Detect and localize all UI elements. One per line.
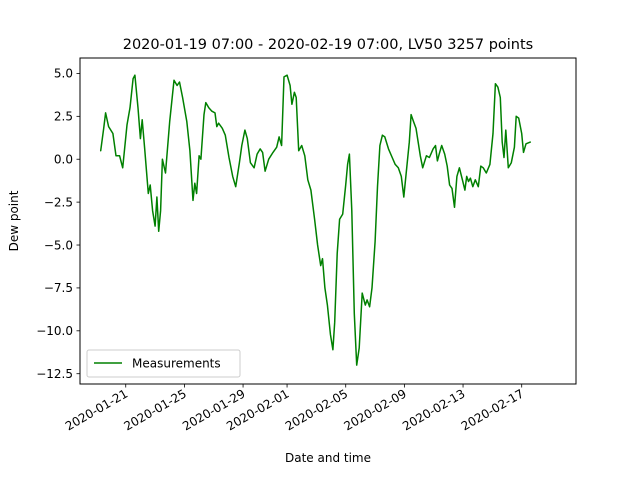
y-axis-label: Dew point (7, 190, 21, 251)
y-tick-label: −10.0 (36, 324, 73, 338)
y-tick-label: 0.0 (54, 153, 73, 167)
series-line-0 (99, 74, 532, 366)
y-tick-label: −12.5 (36, 367, 73, 381)
y-tick-label: 2.5 (54, 110, 73, 124)
y-tick-label: −7.5 (44, 281, 73, 295)
y-axis: 5.0 2.5 0.0 −2.5 −5.0 −7.5 −10.0 −12.5 (36, 67, 80, 381)
x-axis-label: Date and time (285, 451, 371, 465)
y-tick-label: −2.5 (44, 195, 73, 209)
chart-title: 2020-01-19 07:00 - 2020-02-19 07:00, LV5… (123, 37, 534, 53)
plot-area (99, 74, 532, 366)
legend: Measurements (86, 349, 241, 378)
legend-box (86, 349, 241, 378)
y-tick-label: −5.0 (44, 238, 73, 252)
y-tick-label: 5.0 (54, 67, 73, 81)
axes-frame (79, 57, 577, 385)
legend-label: Measurements (132, 357, 221, 371)
